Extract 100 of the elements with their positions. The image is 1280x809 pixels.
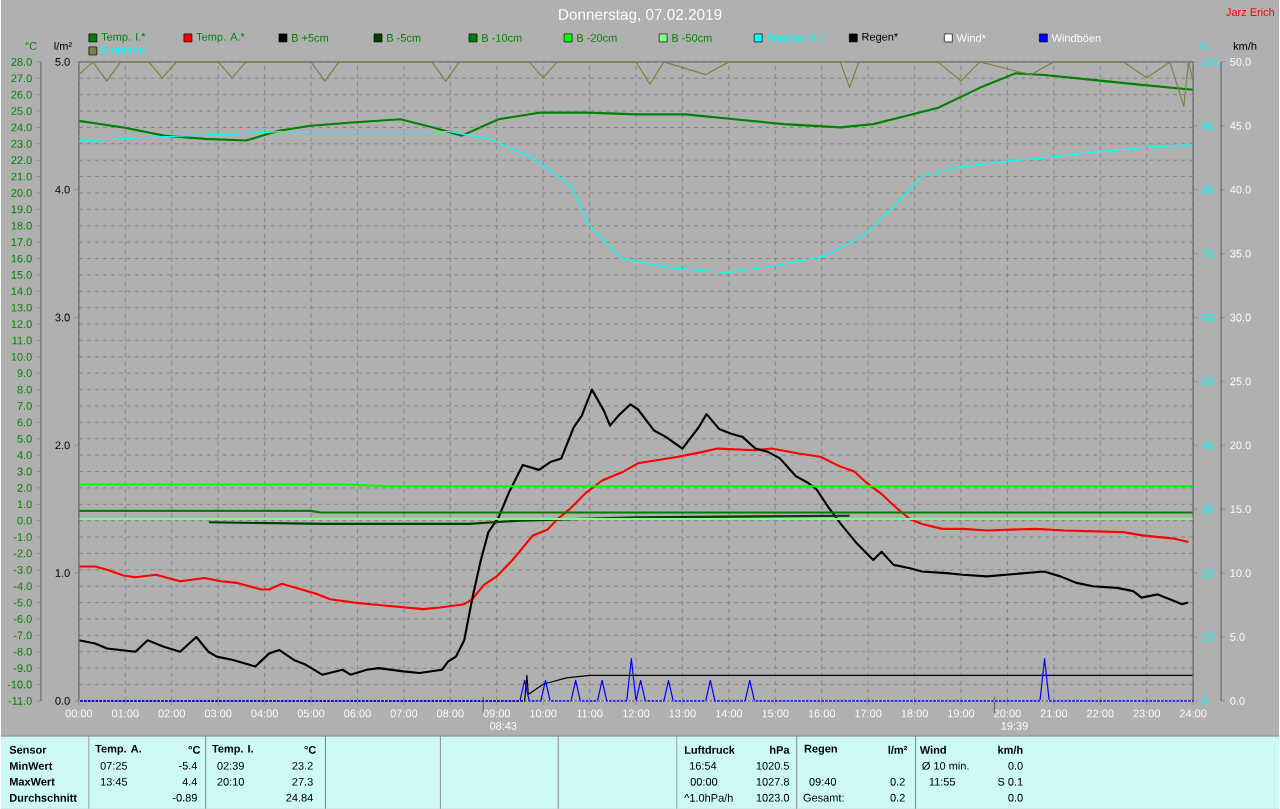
y3-tick-label: 50 <box>1202 377 1214 386</box>
text: 0.2 <box>890 793 905 802</box>
x-tick-label: 02:00 <box>158 709 186 718</box>
text: 11:55 <box>929 777 956 786</box>
y-tick-label: 25.0 <box>1230 377 1251 386</box>
y-tick-label: 19.0 <box>11 205 32 214</box>
text: 1023.0 <box>756 793 790 802</box>
text: Luftdruck <box>684 745 735 754</box>
line-series <box>77 447 1190 611</box>
y-tick-label: 12.0 <box>11 320 32 328</box>
text: l/m² <box>888 745 908 754</box>
x-tick-label: 14:00 <box>715 709 743 718</box>
y3-tick-label: 70 <box>1202 249 1214 258</box>
x-tick-label: 22:00 <box>1087 709 1114 718</box>
legend-label: B +5cm <box>292 33 329 42</box>
text: 13:45 <box>100 777 128 786</box>
y-tick-label: 27.0 <box>11 74 32 83</box>
text: Regen <box>804 744 837 755</box>
y-tick-label: 25.0 <box>11 107 32 115</box>
y3-tick-label: 30 <box>1202 505 1214 513</box>
text: 00:00 <box>690 777 718 786</box>
legend-label: Empfang <box>102 45 145 56</box>
y-tick-label: 21.0 <box>11 172 32 181</box>
y-tick-label: 15.0 <box>1230 505 1251 513</box>
y-tick-label: 40.0 <box>1230 185 1251 194</box>
legend-label: Temp. I.* <box>101 32 146 43</box>
y-tick-label: 45.0 <box>1230 121 1251 130</box>
text: -0.89 <box>172 793 197 802</box>
text: 07:25 <box>100 761 128 770</box>
y-tick-label: 13.0 <box>11 303 32 312</box>
legend-label: Wind* <box>956 33 986 42</box>
x-tick-label: 00:00 <box>65 709 93 718</box>
x-tick-label: 18:00 <box>901 709 928 718</box>
line-series <box>78 130 1192 274</box>
y-tick-label: 2.0 <box>17 483 32 492</box>
text: Jarz Erich <box>1226 7 1275 16</box>
y2-tick-label: 3.0 <box>55 313 70 322</box>
x-tick-label: 04:00 <box>251 709 278 718</box>
text: Gesamt: <box>803 793 844 802</box>
y2-axis-title: l/m² <box>54 41 72 50</box>
x-tick-label: 19:00 <box>948 709 975 718</box>
text: 1020.5 <box>756 761 790 770</box>
text: Sensor <box>9 745 47 754</box>
y3-tick-label: 10 <box>1202 633 1214 641</box>
x-tick-label: 08:00 <box>437 709 464 718</box>
line-series <box>77 72 1195 142</box>
y3-tick-label: 60 <box>1202 313 1214 322</box>
y-tick-label: 6.0 <box>17 418 32 427</box>
legend-label: B -5cm <box>387 33 421 42</box>
text: °C <box>304 745 316 754</box>
y2-tick-label: 5.0 <box>55 57 70 66</box>
x-tick-label: 23:00 <box>1133 709 1161 718</box>
y-tick-label: -10.0 <box>7 680 32 689</box>
y-tick-label: -7.0 <box>13 631 32 640</box>
x-tick-label: 01:00 <box>112 709 139 718</box>
y-tick-label: 0.0 <box>1230 696 1245 705</box>
y-axis-title: km/h <box>1233 41 1257 50</box>
legend-label: Regen* <box>862 32 898 43</box>
y-tick-label: 17.0 <box>11 238 32 246</box>
text: 19:39 <box>1001 721 1028 730</box>
text: Wind <box>919 745 946 754</box>
y-tick-label: 9.0 <box>17 369 32 377</box>
y-tick-label: 20.0 <box>11 188 32 197</box>
y-tick-label: -4.0 <box>13 582 32 590</box>
y-tick-label: 35.0 <box>1230 249 1251 258</box>
y-tick-label: 26.0 <box>11 90 32 99</box>
y-tick-label: 24.0 <box>11 123 32 132</box>
x-tick-label: 11:00 <box>577 709 603 718</box>
y3-tick-label: 20 <box>1202 569 1214 577</box>
x-tick-label: 05:00 <box>297 709 325 718</box>
text: MinWert <box>9 761 53 770</box>
text: 24.84 <box>286 793 313 802</box>
y3-tick-label: 0 <box>1202 696 1208 705</box>
x-tick-label: 07:00 <box>390 709 418 718</box>
text: 4.4 <box>182 777 198 786</box>
y2-tick-label: 0.0 <box>55 696 70 705</box>
x-tick-label: 21:00 <box>1040 709 1068 718</box>
y-tick-label: 28.0 <box>11 57 32 66</box>
y2-tick-label: 4.0 <box>55 185 70 194</box>
y-tick-label: 5.0 <box>1230 633 1245 641</box>
y3-tick-label: 90 <box>1202 121 1214 130</box>
x-tick-label: 15:00 <box>762 709 789 718</box>
text: S 0.1 <box>998 777 1023 786</box>
text: 1027.8 <box>756 777 790 786</box>
y-tick-label: -8.0 <box>13 647 32 656</box>
legend-label: B -20cm <box>577 33 617 42</box>
y2-tick-label: 1.0 <box>55 569 70 577</box>
y-tick-label: 10.0 <box>1230 569 1251 577</box>
y-tick-label: 11.0 <box>12 336 32 345</box>
y-tick-label: 23.0 <box>11 139 32 148</box>
text: 0.0 <box>1008 793 1023 802</box>
text: 08:43 <box>489 721 517 730</box>
x-tick-label: 10:00 <box>530 709 557 718</box>
x-tick-label: 06:00 <box>344 709 371 718</box>
x-tick-label: 24:00 <box>1179 709 1207 718</box>
y-tick-label: 1.0 <box>17 500 32 509</box>
legend-label: Temp. A.* <box>196 32 245 43</box>
text: 20:10 <box>217 777 244 786</box>
text: Temp. A. <box>95 744 141 755</box>
line-series <box>207 514 851 525</box>
